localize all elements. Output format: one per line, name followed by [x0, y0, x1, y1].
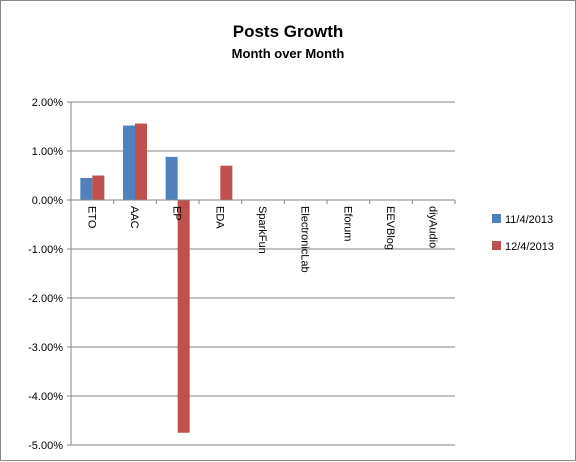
chart-title: Posts Growth	[233, 22, 344, 41]
bars	[80, 123, 233, 433]
bar	[220, 165, 233, 200]
x-category-label: diyAudio	[427, 206, 439, 248]
axes	[70, 102, 456, 445]
x-category-label: AAC	[128, 206, 140, 229]
x-category-label: SparkFun	[256, 206, 268, 254]
legend-swatch	[492, 241, 501, 250]
chart-subtitle: Month over Month	[232, 46, 345, 61]
bar	[177, 200, 190, 433]
x-category-label: ETO	[85, 206, 97, 229]
y-tick-label: -1.00%	[28, 244, 63, 256]
x-category-label: EEVBlog	[384, 206, 396, 250]
legend: 11/4/2013 12/4/2013	[492, 214, 554, 253]
y-tick-label: -3.00%	[28, 342, 63, 354]
y-tick-label: 2.00%	[32, 97, 63, 109]
legend-label: 11/4/2013	[505, 214, 553, 226]
y-axis-tick-labels: 2.00% 1.00% 0.00% -1.00% -2.00% -3.00% -4.00% -…	[28, 97, 63, 452]
legend-swatch	[492, 214, 501, 223]
y-tick-label: 0.00%	[32, 195, 63, 207]
bar	[123, 125, 135, 200]
bar	[92, 175, 105, 200]
x-axis-category-labels: ETO AAC EP EDA SparkFun ElectronicLab Eforum EE…	[85, 206, 438, 273]
x-category-label: Eforum	[341, 206, 353, 241]
x-category-label: EP	[171, 206, 183, 221]
x-category-label: EDA	[213, 206, 225, 229]
bar	[135, 123, 147, 200]
y-tick-label: -5.00%	[28, 440, 63, 452]
bar	[80, 177, 93, 200]
legend-label: 12/4/2013	[505, 241, 554, 253]
y-tick-label: -2.00%	[28, 293, 63, 305]
x-category-label: ElectronicLab	[299, 206, 311, 273]
y-tick-label: 1.00%	[32, 146, 63, 158]
y-tick-label: -4.00%	[28, 391, 63, 403]
bar	[165, 156, 178, 200]
